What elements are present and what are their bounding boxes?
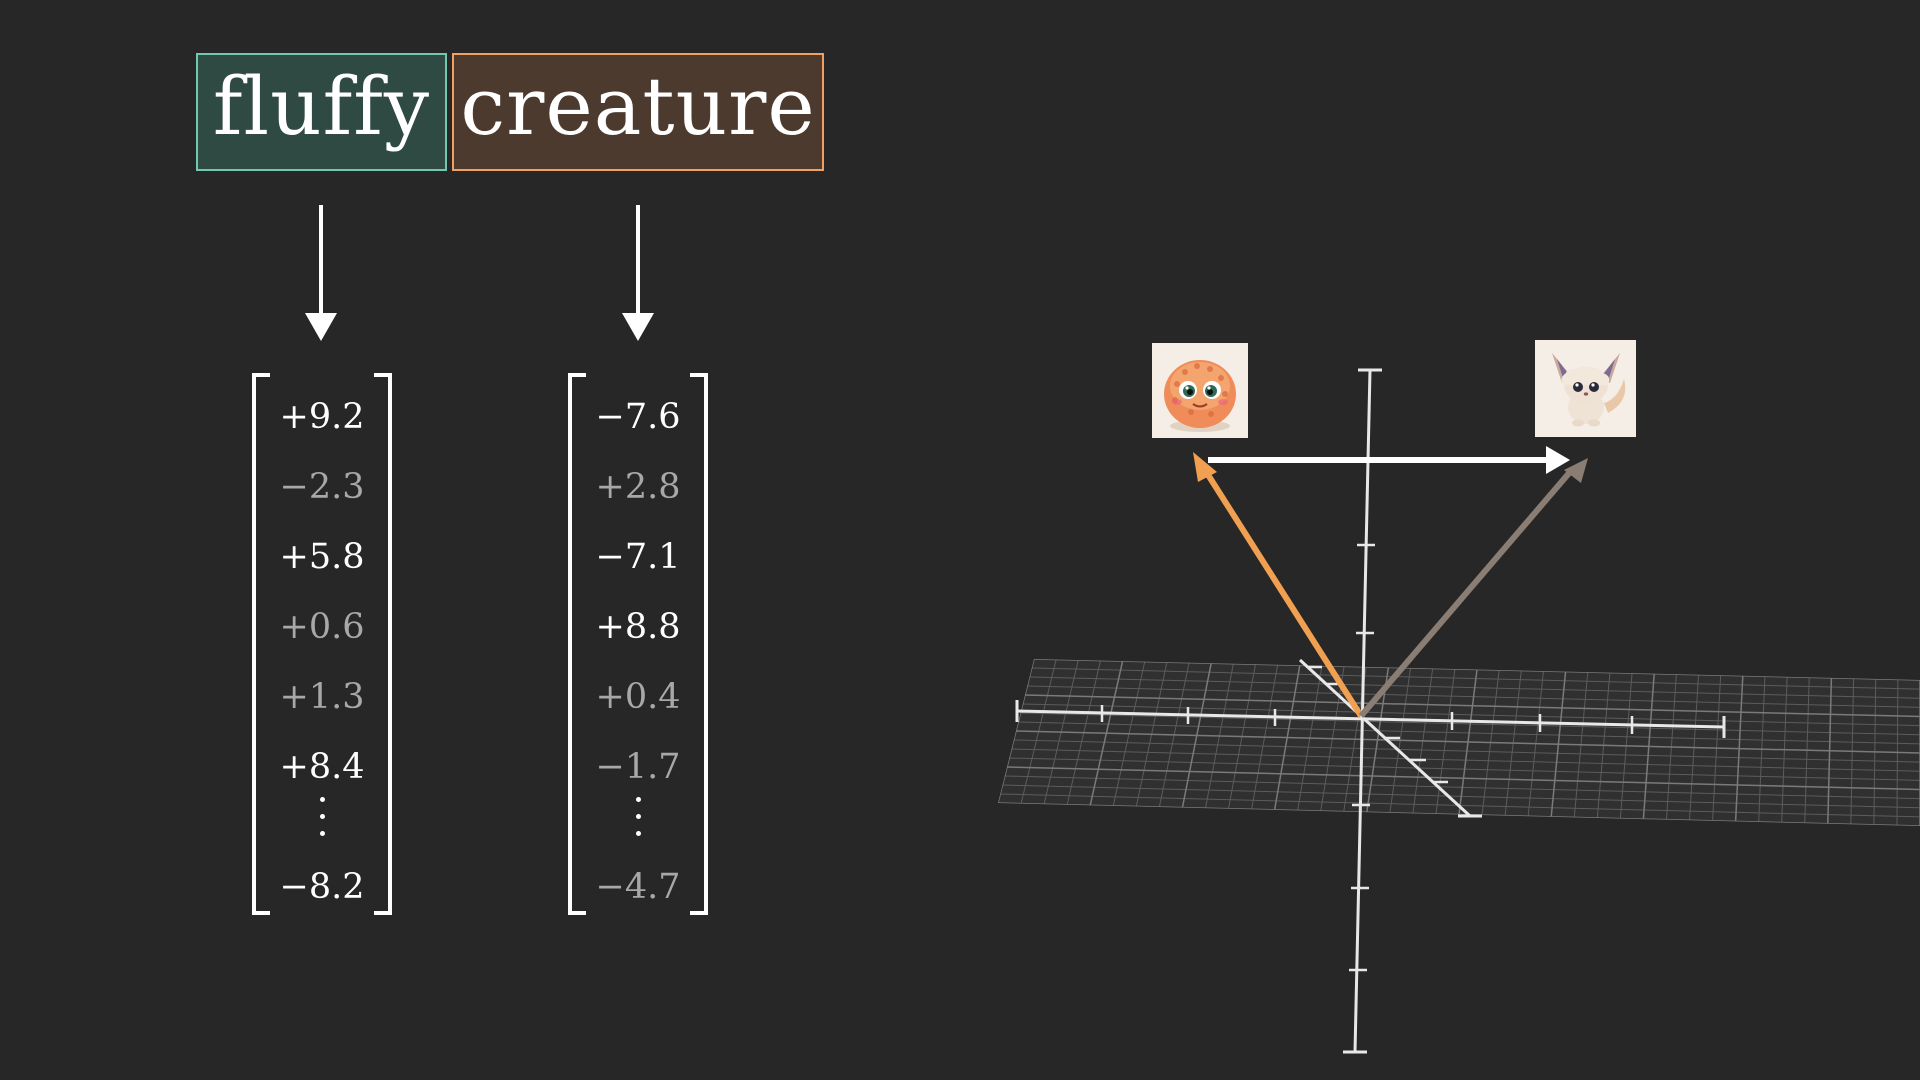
fluffy-fox-creature-icon <box>1538 343 1633 434</box>
vector-entry: +1.3 <box>279 677 365 717</box>
grid-line <box>1024 694 1920 718</box>
horizontal-axis <box>1016 709 1725 729</box>
vector-entry-last: −4.7 <box>595 867 681 907</box>
vector-entry: −2.3 <box>279 467 365 507</box>
vector-entry: +0.6 <box>279 607 365 647</box>
vector-entry: +2.8 <box>595 467 681 507</box>
bracket-right <box>374 373 392 915</box>
vector-creature: −7.6 +2.8 −7.1 +8.8 +0.4 −1.7 −4.7 <box>568 373 708 915</box>
vector-entry: −7.1 <box>595 537 681 577</box>
vector-fluffy-creature-arrow <box>1358 458 1588 718</box>
grid-line <box>1015 730 1920 754</box>
vector-entry: +9.2 <box>279 397 365 437</box>
vector-entry-last: −8.2 <box>279 867 365 907</box>
vector-entry: +8.4 <box>279 747 365 787</box>
vector-creature-arrow <box>1193 452 1364 718</box>
bracket-right <box>690 373 708 915</box>
vector-entry: +5.8 <box>279 537 365 577</box>
token-creature: creature <box>452 53 824 171</box>
grid-line <box>1006 766 1920 791</box>
vector-entry: −1.7 <box>595 747 681 787</box>
vertical-ellipsis <box>568 797 708 848</box>
round-blob-creature-icon <box>1155 346 1245 435</box>
fluffy-creature-image <box>1535 340 1636 437</box>
bracket-left <box>568 373 586 915</box>
vector-fluffy-offset-arrow <box>1208 446 1570 474</box>
arrow-down-icon <box>305 205 337 341</box>
vector-entry: +0.4 <box>595 677 681 717</box>
creature-image <box>1152 343 1248 438</box>
grid-plane <box>998 659 1920 826</box>
vector-entry: −7.6 <box>595 397 681 437</box>
vector-fluffy: +9.2 −2.3 +5.8 +0.6 +1.3 +8.4 −8.2 <box>252 373 392 915</box>
vector-entry: +8.8 <box>595 607 681 647</box>
arrow-down-icon <box>622 205 654 341</box>
bracket-left <box>252 373 270 915</box>
token-fluffy: fluffy <box>196 53 447 171</box>
vertical-ellipsis <box>252 797 392 848</box>
